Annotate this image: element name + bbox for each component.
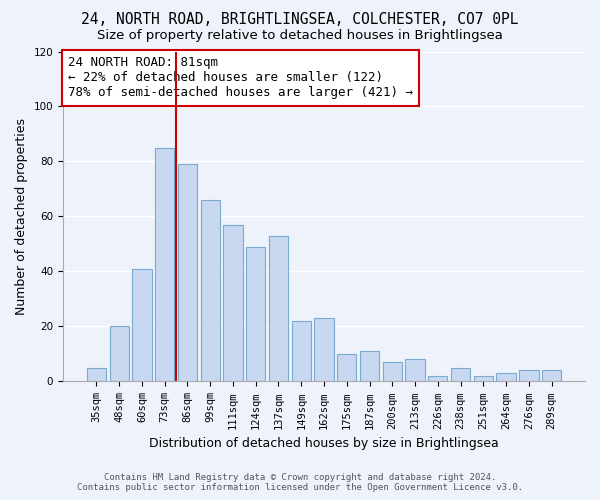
Y-axis label: Number of detached properties: Number of detached properties	[15, 118, 28, 315]
Bar	[269, 236, 288, 382]
Bar	[496, 373, 516, 382]
Text: 24 NORTH ROAD: 81sqm
← 22% of detached houses are smaller (122)
78% of semi-deta: 24 NORTH ROAD: 81sqm ← 22% of detached h…	[68, 56, 413, 100]
Bar	[246, 246, 265, 382]
Bar	[87, 368, 106, 382]
Bar	[428, 376, 448, 382]
Bar	[132, 268, 152, 382]
Bar	[200, 200, 220, 382]
X-axis label: Distribution of detached houses by size in Brightlingsea: Distribution of detached houses by size …	[149, 437, 499, 450]
Bar	[542, 370, 561, 382]
Text: 24, NORTH ROAD, BRIGHTLINGSEA, COLCHESTER, CO7 0PL: 24, NORTH ROAD, BRIGHTLINGSEA, COLCHESTE…	[81, 12, 519, 28]
Text: Contains HM Land Registry data © Crown copyright and database right 2024.
Contai: Contains HM Land Registry data © Crown c…	[77, 473, 523, 492]
Bar	[451, 368, 470, 382]
Bar	[110, 326, 129, 382]
Bar	[314, 318, 334, 382]
Bar	[406, 360, 425, 382]
Bar	[519, 370, 539, 382]
Bar	[383, 362, 402, 382]
Bar	[292, 321, 311, 382]
Bar	[223, 224, 242, 382]
Bar	[178, 164, 197, 382]
Text: Size of property relative to detached houses in Brightlingsea: Size of property relative to detached ho…	[97, 29, 503, 42]
Bar	[473, 376, 493, 382]
Bar	[360, 351, 379, 382]
Bar	[337, 354, 356, 382]
Bar	[155, 148, 175, 382]
